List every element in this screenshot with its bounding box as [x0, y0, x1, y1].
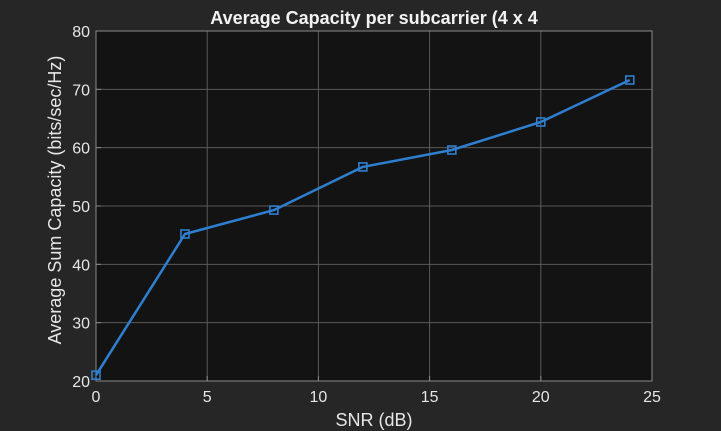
- y-tick-label: 40: [72, 257, 90, 274]
- x-tick-label: 10: [310, 389, 328, 406]
- y-tick-label: 60: [72, 141, 90, 158]
- y-tick-label: 20: [72, 374, 90, 391]
- data-point-marker: [269, 205, 279, 215]
- y-tick-label: 80: [72, 24, 90, 41]
- chart-title: Average Capacity per subcarrier (4 x 4: [210, 8, 538, 28]
- data-point-marker: [358, 162, 368, 172]
- x-axis-ticks: 0 5 10 15 20 25: [92, 376, 661, 406]
- y-tick-label: 30: [72, 316, 90, 333]
- data-point-marker: [624, 75, 635, 85]
- y-axis-label: Average Sum Capacity (bits/sec/Hz): [45, 56, 65, 345]
- x-tick-label: 15: [421, 389, 439, 406]
- x-tick-label: 5: [203, 389, 212, 406]
- data-point-marker: [91, 370, 101, 380]
- x-tick-label: 20: [532, 389, 550, 406]
- series-line: [94, 78, 631, 376]
- y-tick-label: 70: [72, 82, 90, 99]
- y-axis-ticks: 20 30 40 50 60 70 80: [72, 24, 101, 391]
- data-point-marker: [447, 145, 457, 155]
- y-tick-label: 50: [72, 199, 90, 216]
- data-point-marker: [180, 229, 190, 239]
- x-axis-label: SNR (dB): [335, 410, 412, 430]
- x-tick-label: 0: [92, 389, 101, 406]
- data-series: [91, 75, 635, 380]
- data-point-marker: [535, 117, 546, 127]
- x-tick-label: 25: [643, 389, 661, 406]
